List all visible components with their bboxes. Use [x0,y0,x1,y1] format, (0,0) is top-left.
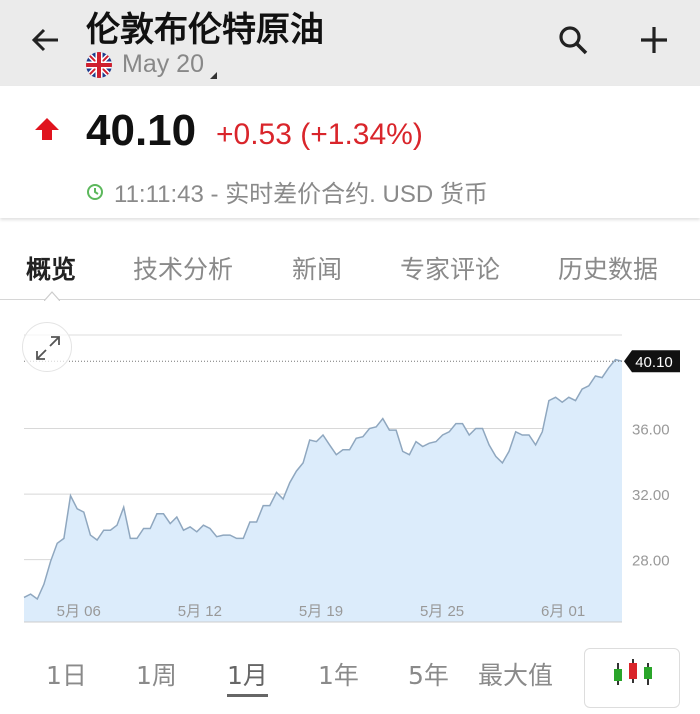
area-fill [24,359,622,622]
x-tick-label: 5月 25 [420,603,464,620]
candlestick-icon [614,659,652,685]
price-line [23,358,623,601]
tab-technical[interactable]: 技术分析 [133,255,234,284]
last-price: 40.10 [86,106,197,155]
x-tick-label: 5月 12 [178,603,222,620]
last-price-tag [624,350,680,373]
x-tick-label: 5月 06 [57,603,101,620]
price-chart[interactable]: 28.00 32.00 36.00 5月 06 5月 12 5月 19 5月 25 6月 01… [0,310,700,640]
tab-overview[interactable]: 概览 [26,255,77,284]
y-tick-label: 28.00 [632,553,670,570]
tab-analysis[interactable]: 专家评论 [400,255,501,284]
app-header: 伦敦布伦特原油 May 20 [0,0,700,86]
price-change: +0.53 (+1.34%) [216,118,423,151]
range-selector: 1日 1周 1月 1年 5年 最大值 [0,640,700,697]
search-icon[interactable] [555,22,593,60]
y-tick-label: 36.00 [632,421,670,438]
contract-label: May 20 [122,50,204,78]
range-1d[interactable]: 1日 [46,661,87,690]
quote-panel: 40.10 +0.53 (+1.34%) 11:11:43 - 实时差价合约. … [0,86,700,218]
page-title: 伦敦布伦特原油 [86,10,324,50]
dropdown-caret-icon [209,72,217,79]
x-tick-label: 5月 19 [299,603,343,620]
quote-time: 11:11:43 - 实时差价合约. USD 货币 [114,181,488,208]
x-tick-label: 6月 01 [541,603,585,620]
up-arrow-icon [35,118,59,140]
last-price-label: 40.10 [635,354,673,371]
active-tab-indicator [44,291,60,301]
range-5y[interactable]: 5年 [408,661,449,690]
clock-icon [87,183,103,200]
range-max[interactable]: 最大值 [478,661,554,690]
range-1y[interactable]: 1年 [318,661,359,690]
expand-icon [36,336,60,360]
quote-meta: 11:11:43 - 实时差价合约. USD 货币 [86,174,488,209]
tab-bar: 概览 技术分析 新闻 专家评论 历史数据 [0,232,700,300]
tab-historical[interactable]: 历史数据 [558,255,659,284]
range-1m[interactable]: 1月 [227,656,268,697]
tab-news[interactable]: 新闻 [292,255,343,284]
uk-flag-icon [86,51,112,78]
range-1w[interactable]: 1周 [136,661,177,690]
plus-icon[interactable] [636,22,672,58]
chart-type-button[interactable] [584,648,680,708]
expand-button[interactable] [22,322,72,372]
contract-selector[interactable]: May 20 [86,50,217,79]
arrow-left-icon[interactable] [28,22,64,58]
y-tick-label: 32.00 [632,487,670,504]
